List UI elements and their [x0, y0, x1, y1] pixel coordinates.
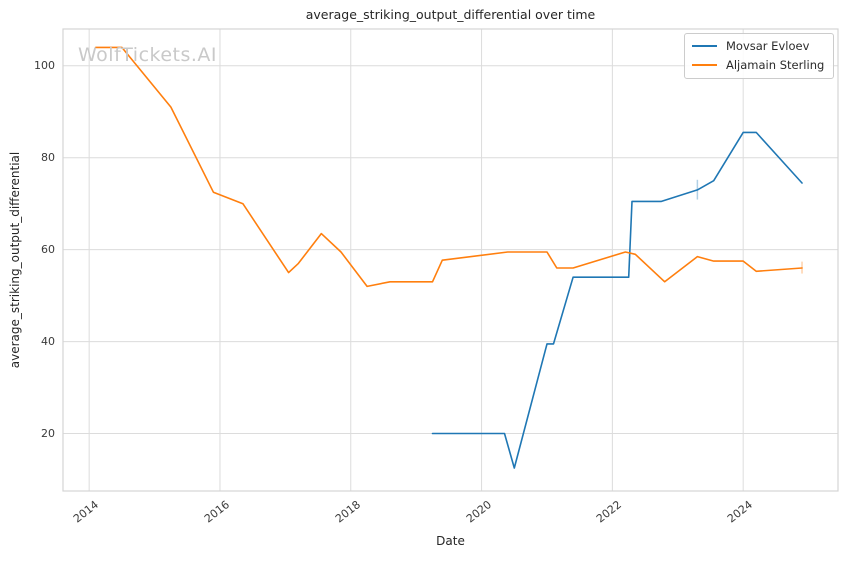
- series-line-aljamain-sterling: [94, 46, 803, 288]
- y-tick-label: 60: [41, 242, 55, 256]
- legend-line-swatch-orange: [692, 64, 717, 66]
- legend: Movsar Evloev Aljamain Sterling: [684, 33, 834, 79]
- x-axis-label: Date: [436, 534, 465, 548]
- legend-label: Aljamain Sterling: [726, 58, 825, 72]
- legend-line-swatch-blue: [692, 45, 717, 47]
- plot-border: [62, 28, 839, 492]
- y-tick-label: 20: [41, 426, 55, 440]
- legend-label: Movsar Evloev: [726, 39, 810, 53]
- y-tick-label: 40: [41, 334, 55, 348]
- series-line-movsar-evloev: [431, 131, 803, 469]
- legend-item-aljamain-sterling: Aljamain Sterling: [692, 58, 824, 72]
- y-axis-label: average_striking_output_differential: [8, 151, 23, 369]
- y-tick-label: 80: [41, 150, 55, 164]
- y-tick-label: 100: [34, 58, 55, 72]
- legend-item-movsar-evloev: Movsar Evloev: [692, 39, 824, 53]
- chart-title: average_striking_output_differential ove…: [305, 7, 596, 22]
